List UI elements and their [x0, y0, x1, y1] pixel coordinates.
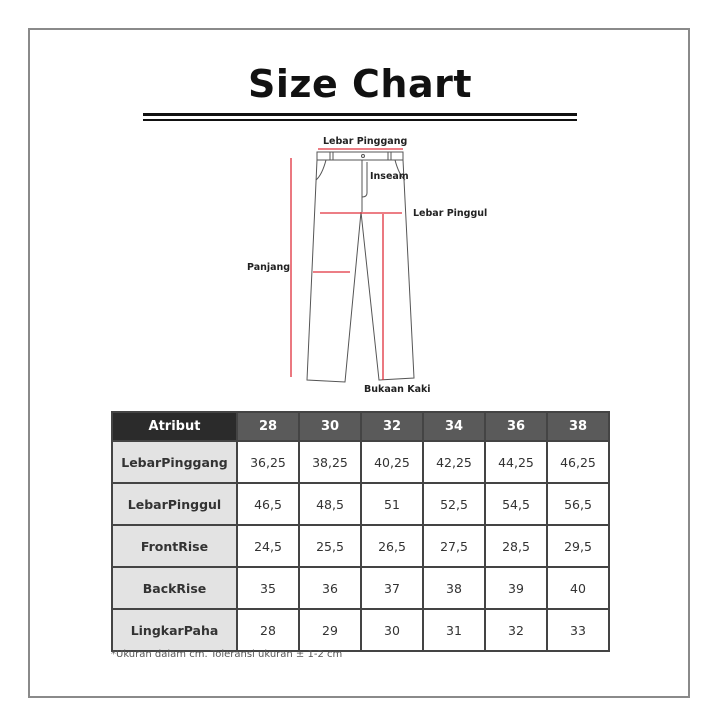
value-cell: 26,5 — [360, 524, 424, 568]
pants-outline — [306, 159, 415, 383]
label-leg-opening: Bukaan Kaki — [364, 384, 431, 395]
value-cell: 27,5 — [422, 524, 486, 568]
value-cell: 35 — [236, 566, 300, 610]
value-cell: 44,25 — [484, 440, 548, 484]
table-row: BackRise 35 36 37 38 39 40 — [111, 566, 610, 610]
table-row: LebarPinggang 36,25 38,25 40,25 42,25 44,25 46… — [111, 440, 610, 484]
value-cell: 56,5 — [546, 482, 610, 526]
value-cell: 38,25 — [298, 440, 362, 484]
title-divider — [143, 113, 577, 116]
attribute-cell: FrontRise — [111, 524, 238, 568]
value-cell: 28 — [236, 608, 300, 652]
value-cell: 36,25 — [236, 440, 300, 484]
value-cell: 31 — [422, 608, 486, 652]
value-cell: 51 — [360, 482, 424, 526]
table-row: LingkarPaha 28 29 30 31 32 33 — [111, 608, 610, 652]
attribute-cell: LingkarPaha — [111, 608, 238, 652]
page-title: Size Chart — [247, 62, 472, 106]
header-cell: 38 — [546, 411, 610, 442]
label-hip: Lebar Pinggul — [413, 208, 488, 219]
header-cell: 36 — [484, 411, 548, 442]
value-cell: 32 — [484, 608, 548, 652]
value-cell: 39 — [484, 566, 548, 610]
header-cell: Atribut — [111, 411, 238, 442]
header-cell: 34 — [422, 411, 486, 442]
value-cell: 25,5 — [298, 524, 362, 568]
header-cell: 32 — [360, 411, 424, 442]
value-cell: 48,5 — [298, 482, 362, 526]
value-cell: 40,25 — [360, 440, 424, 484]
value-cell: 37 — [360, 566, 424, 610]
value-cell: 40 — [546, 566, 610, 610]
value-cell: 24,5 — [236, 524, 300, 568]
waistband — [316, 151, 404, 161]
value-cell: 42,25 — [422, 440, 486, 484]
value-cell: 28,5 — [484, 524, 548, 568]
value-cell: 30 — [360, 608, 424, 652]
table-header-row: Atribut 28 30 32 34 36 38 — [111, 411, 610, 442]
value-cell: 33 — [546, 608, 610, 652]
title-divider-thin — [143, 119, 577, 121]
table-row: FrontRise 24,5 25,5 26,5 27,5 28,5 29,5 — [111, 524, 610, 568]
attribute-cell: BackRise — [111, 566, 238, 610]
size-table: Atribut 28 30 32 34 36 38 LebarPinggang 3… — [111, 411, 610, 652]
value-cell: 29 — [298, 608, 362, 652]
value-cell: 36 — [298, 566, 362, 610]
value-cell: 29,5 — [546, 524, 610, 568]
value-cell: 46,25 — [546, 440, 610, 484]
label-inseam: Inseam — [370, 171, 409, 182]
header-cell: 28 — [236, 411, 300, 442]
value-cell: 38 — [422, 566, 486, 610]
tolerance-note: *Ukuran dalam cm. Toleransi ukuran ± 1-2… — [111, 649, 343, 660]
attribute-cell: LebarPinggul — [111, 482, 238, 526]
value-cell: 52,5 — [422, 482, 486, 526]
outer-frame — [28, 28, 690, 698]
value-cell: 46,5 — [236, 482, 300, 526]
attribute-cell: LebarPinggang — [111, 440, 238, 484]
value-cell: 54,5 — [484, 482, 548, 526]
table-row: LebarPinggul 46,5 48,5 51 52,5 54,5 56,5 — [111, 482, 610, 526]
label-waist: Lebar Pinggang — [323, 136, 408, 147]
label-length: Panjang — [247, 262, 291, 273]
header-cell: 30 — [298, 411, 362, 442]
